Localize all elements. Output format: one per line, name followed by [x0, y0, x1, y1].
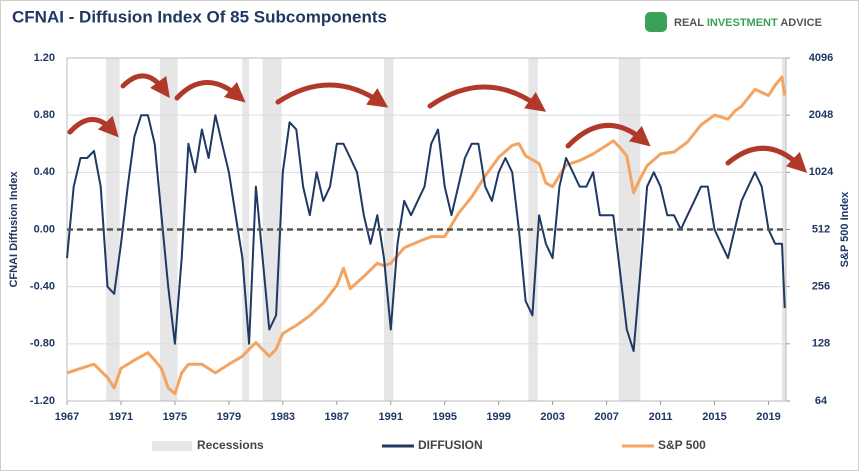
- logo-part: REAL: [674, 17, 707, 29]
- logo-part: INVESTMENT: [707, 17, 778, 29]
- arrow: [67, 115, 119, 138]
- x-tick-label: 1967: [55, 411, 79, 423]
- x-tick-label: 1983: [271, 411, 295, 423]
- arrow: [174, 80, 246, 103]
- arrow: [427, 84, 547, 112]
- logo: REAL INVESTMENT ADVICE: [645, 12, 822, 32]
- logo-part: ADVICE: [778, 17, 822, 29]
- legend-label: DIFFUSION: [418, 438, 483, 452]
- x-tick-label: 1971: [109, 411, 133, 423]
- y-tick-label: -0.80: [30, 338, 55, 350]
- x-tick-label: 2015: [702, 411, 726, 423]
- x-tick-label: 2003: [540, 411, 564, 423]
- y-axis-title: CFNAI Diffusion Index: [8, 171, 20, 288]
- legend-swatch: [152, 441, 192, 451]
- legend-label: Recessions: [197, 438, 264, 452]
- y2-tick-label: 64: [815, 395, 828, 407]
- y-tick-label: 1.20: [34, 52, 55, 64]
- y-tick-label: 0.80: [34, 109, 55, 121]
- legend-label: S&P 500: [658, 438, 706, 452]
- series-line: [66, 114, 786, 352]
- x-tick-label: 1979: [217, 411, 241, 423]
- y2-tick-label: 4096: [809, 52, 833, 64]
- series-line: [66, 75, 787, 396]
- x-tick-label: 1999: [486, 411, 510, 423]
- arrow: [725, 145, 808, 173]
- y-tick-label: 0.40: [34, 166, 55, 178]
- x-tick-label: 1995: [432, 411, 456, 423]
- x-tick-label: 2011: [649, 411, 673, 423]
- x-tick-label: 2019: [756, 411, 780, 423]
- y2-axis-title: S&P 500 Index: [839, 191, 851, 267]
- arrow: [275, 82, 389, 108]
- chart-title: CFNAI - Diffusion Index Of 85 Subcompone…: [12, 7, 387, 26]
- arrow: [120, 73, 170, 99]
- y-tick-label: -1.20: [30, 395, 55, 407]
- x-tick-label: 2007: [594, 411, 618, 423]
- arrows: [67, 73, 808, 173]
- x-tick-label: 1987: [325, 411, 349, 423]
- y2-tick-label: 1024: [809, 166, 834, 178]
- legend: Recessions DIFFUSION S&P 500: [152, 438, 706, 452]
- logo-icon: [645, 12, 667, 32]
- y2-tick-label: 512: [812, 223, 830, 235]
- y2-tick-label: 256: [812, 281, 830, 293]
- y2-tick-label: 128: [812, 338, 830, 350]
- x-tick-label: 1975: [163, 411, 187, 423]
- y-tick-label: 0.00: [34, 223, 55, 235]
- y2-tick-label: 2048: [809, 109, 833, 121]
- x-tick-label: 1991: [379, 411, 403, 423]
- arrow: [565, 123, 651, 149]
- logo-text: REAL INVESTMENT ADVICE: [674, 17, 822, 29]
- y-tick-label: -0.40: [30, 281, 55, 293]
